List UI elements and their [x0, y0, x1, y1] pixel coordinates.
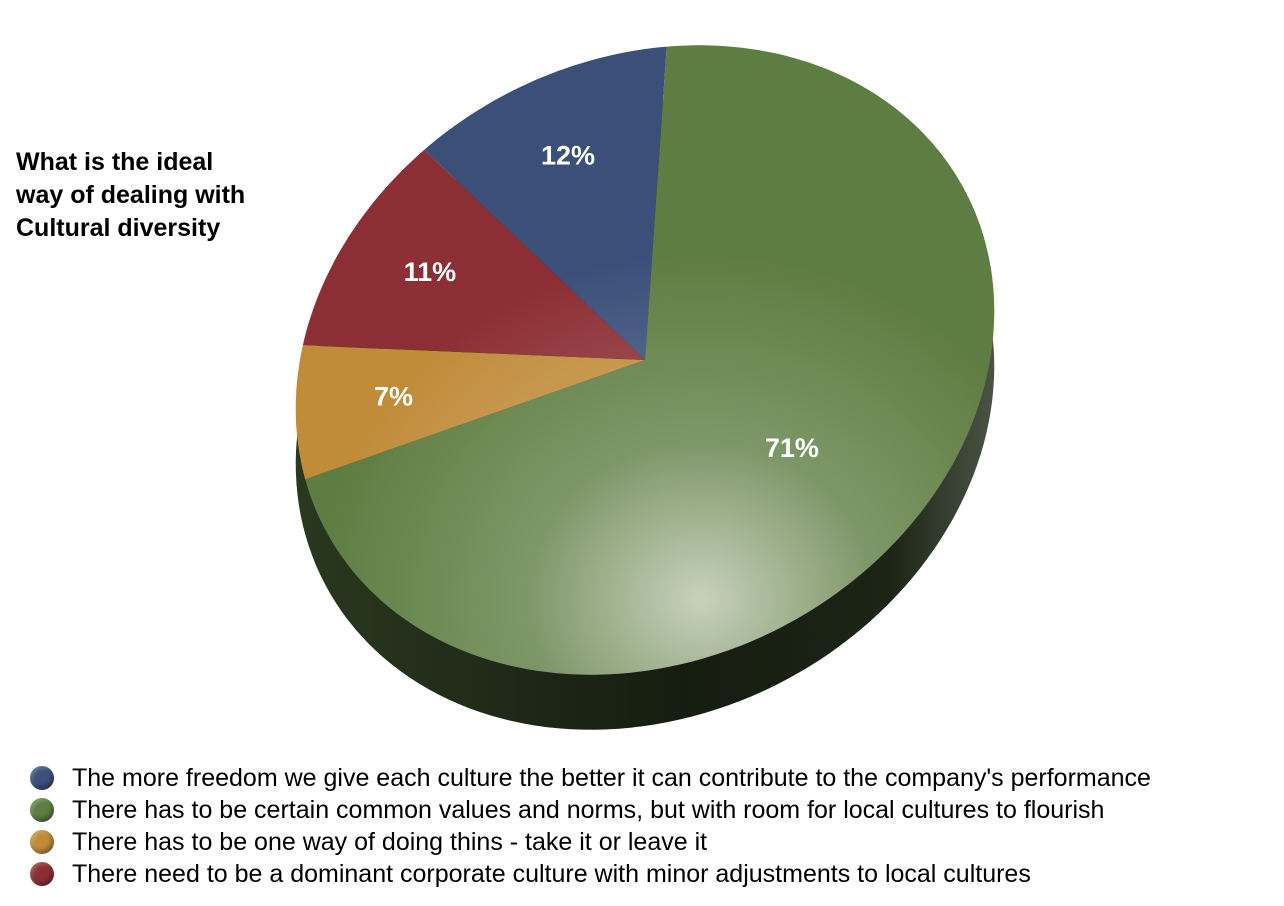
pie-shine [295, 45, 995, 675]
slice-label-1: 12% [541, 141, 595, 171]
legend-label-4: There need to be a dominant corporate cu… [72, 859, 1031, 888]
legend-swatch-3 [30, 830, 54, 854]
slice-label-2: 71% [765, 433, 819, 463]
legend-swatch-4 [30, 862, 54, 886]
pie-highlight [295, 45, 995, 675]
legend-item-1: The more freedom we give each culture th… [30, 762, 1151, 794]
pie-chart: 12% 71% 7% 11% [295, 45, 995, 730]
legend-label-2: There has to be certain common values an… [72, 795, 1105, 824]
legend-item-4: There need to be a dominant corporate cu… [30, 858, 1151, 890]
legend-item-3: There has to be one way of doing thins -… [30, 826, 1151, 858]
legend-label-3: There has to be one way of doing thins -… [72, 827, 708, 856]
chart-title: What is the ideal way of dealing with Cu… [16, 148, 246, 242]
legend-swatch-1 [30, 766, 54, 790]
pie-labels: 12% 71% 7% 11% [374, 141, 819, 463]
legend: The more freedom we give each culture th… [30, 762, 1151, 890]
legend-label-1: The more freedom we give each culture th… [72, 763, 1151, 792]
legend-item-2: There has to be certain common values an… [30, 794, 1151, 826]
slice-label-4: 11% [404, 257, 457, 287]
legend-swatch-2 [30, 798, 54, 822]
slice-label-3: 7% [374, 382, 413, 412]
